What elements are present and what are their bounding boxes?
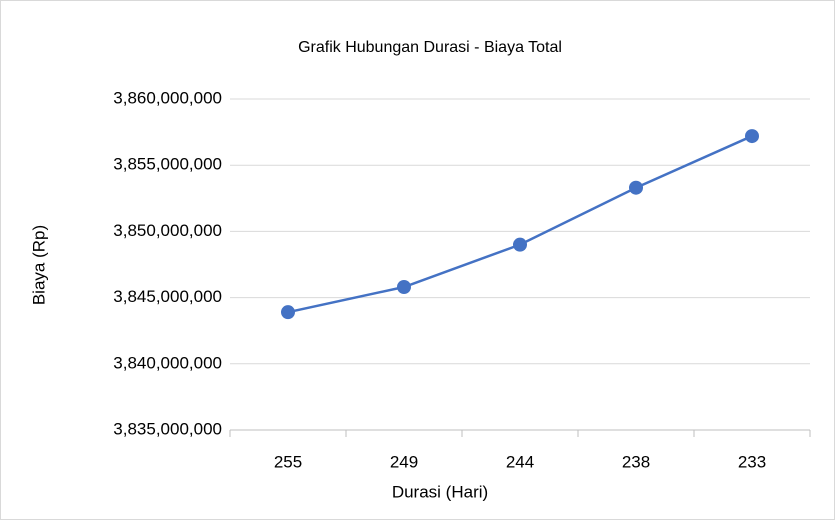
x-tick-label: 238 <box>622 452 650 471</box>
x-tick-label: 255 <box>274 452 302 471</box>
marker <box>281 305 295 320</box>
x-tick-label: 249 <box>390 452 418 471</box>
y-tick-label: 3,850,000,000 <box>113 221 222 240</box>
y-axis-label: Biaya (Rp) <box>29 225 48 305</box>
x-tick-label: 233 <box>738 452 766 471</box>
y-tick-label: 3,860,000,000 <box>113 88 222 107</box>
marker <box>629 180 643 195</box>
x-tick-label: 244 <box>506 452 534 471</box>
x-axis-label: Durasi (Hari) <box>392 482 488 501</box>
y-tick-label: 3,835,000,000 <box>113 419 222 438</box>
marker <box>397 280 411 295</box>
chart-title: Grafik Hubungan Durasi - Biaya Total <box>298 39 562 56</box>
marker <box>745 129 759 144</box>
y-tick-label: 3,840,000,000 <box>113 353 222 372</box>
y-tick-label: 3,845,000,000 <box>113 287 222 306</box>
y-tick-label: 3,855,000,000 <box>113 155 222 174</box>
marker <box>513 237 527 252</box>
